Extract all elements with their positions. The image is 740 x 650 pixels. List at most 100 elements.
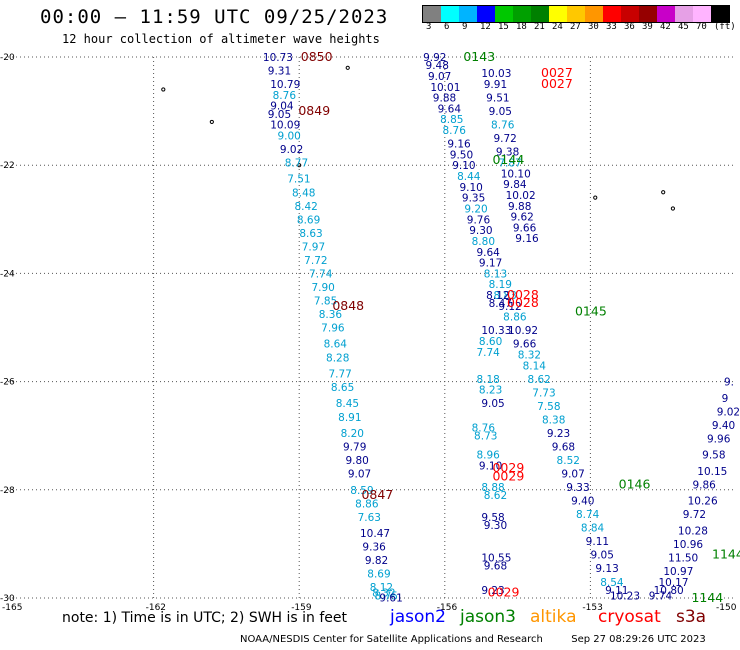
colorbar-label: 15 [498,22,509,32]
wave-height-label: 9.16 [515,233,539,245]
wave-height-label: 8.47 [489,298,512,310]
wave-height-label: 9.64 [476,247,500,259]
wave-height-label: 9.80 [345,455,368,467]
wave-height-label: 9.72 [493,133,516,145]
y-tick-label: -28 [0,486,15,496]
wave-height-label: 9.79 [343,442,366,454]
wave-height-label: 9.38 [496,147,519,159]
colorbar-swatch [423,6,441,22]
wave-height-label: 8.88 [481,482,504,494]
wave-height-label: 10.55 [481,552,511,564]
wave-height-label: 10.10 [501,168,531,180]
wave-height-label: 9.48 [426,60,449,72]
wave-height-label: 10.28 [678,525,708,537]
colorbar-swatch [621,6,639,22]
wave-height-label: 9.10 [479,460,502,472]
x-tick-label: -156 [437,603,458,613]
wave-height-label: 9.61 [379,592,402,604]
wave-height-label: 8.12 [370,582,393,594]
colorbar-swatch [495,6,513,22]
wave-height-label: 10.33 [481,325,511,337]
colorbar-label: 30 [588,22,599,32]
wave-height-label: 7.58 [537,401,560,413]
y-tick-label: -24 [0,269,15,279]
wave-height-label: 7.97 [302,241,325,253]
wave-height-label: 9.10 [459,182,482,194]
pass-time-label: 0027 [541,76,573,91]
wave-height-label: 9.20 [464,203,487,215]
wave-height-label: 9.51 [486,93,509,105]
pass-time-label: 0850 [301,49,333,64]
wave-height-label: 9.88 [433,93,456,105]
wave-height-label: 9.23 [547,428,570,440]
wave-height-label: 8.83 [493,290,516,302]
wave-height-label: 10.03 [481,68,511,80]
wave-height-label: 9.11 [605,585,628,597]
wave-height-label: 8.48 [292,187,315,199]
colorbar-label: 24 [552,22,563,32]
colorbar-label: 70 [696,22,707,32]
wave-height-label: 9.68 [552,442,575,454]
wave-height-label: 8.14 [523,360,547,372]
x-tick-label: -150 [716,603,737,613]
wave-height-label: 7.90 [311,282,334,294]
colorbar-label: 27 [570,22,581,32]
colorbar-label: 36 [624,22,635,32]
wave-height-label: 9.82 [365,555,388,567]
x-tick-label: -165 [2,603,22,613]
wave-height-label: 9.10 [452,160,475,172]
wave-height-label: 8.45 [336,398,359,410]
wave-height-label: 10.79 [270,79,300,91]
wave-height-label: 7.74 [309,268,333,280]
legend-note: note: 1) Time is in UTC; 2) SWH is in fe… [62,610,348,626]
colorbar-swatch [477,6,495,22]
colorbar-swatch [513,6,531,22]
island-marker [297,163,302,168]
wave-height-label: 7.63 [358,512,381,524]
pass-time-label: 0027 [541,65,573,80]
colorbar-label: 33 [606,22,617,32]
wave-height-label: 9.58 [481,512,504,524]
wave-height-label: 9.72 [683,509,706,521]
wave-height-label: 9.04 [270,101,294,113]
pass-time-label: 0029 [488,585,520,600]
pass-time-label: 0029 [492,460,524,475]
wave-height-label: 9.86 [692,479,716,491]
wave-height-label: 10.09 [270,120,300,132]
wave-height-label: 8.76 [472,423,496,435]
colorbar-label: 9 [462,22,468,32]
wave-height-label: 9.31 [268,66,291,78]
wave-height-label: 8.76 [443,125,467,137]
wave-height-label: 9.50 [450,149,473,161]
pass-time-label: 0144 [492,152,524,167]
wave-height-label: 7.87 [498,157,521,169]
wave-height-label: 8.76 [273,90,297,102]
wave-height-label: 8.69 [367,569,390,581]
colorbar-label: 6 [444,22,450,32]
wave-height-label: 9.58 [702,450,725,462]
wave-height-label: 9.76 [467,214,491,226]
colorbar-label: 12 [480,22,491,32]
wave-height-label: 8.23 [479,385,502,397]
pass-time-label: 0029 [492,468,524,483]
wave-height-label: 9.05 [268,109,291,121]
wave-height-label: 8.52 [557,455,580,467]
colorbar-swatch [549,6,567,22]
wave-height-label: 8.63 [299,228,322,240]
y-tick-label: -26 [0,378,15,388]
y-tick-label: -22 [0,161,15,171]
colorbar-label: 18 [516,22,527,32]
wave-height-label: 10.92 [508,325,538,337]
pass-time-label: 1144 [712,547,740,562]
wave-height-label: 8.44 [457,171,481,183]
wave-height-label: 10.15 [697,466,727,478]
colorbar-swatch [693,6,711,22]
colorbar-swatch [585,6,603,22]
wave-height-label: 9.17 [479,258,502,270]
wave-height-label: 9.40 [571,496,594,508]
pass-time-label: 0028 [507,295,539,310]
colorbar-swatch [711,6,729,22]
wave-height-label: 8.69 [297,214,320,226]
wave-height-label: 9.07 [561,469,584,481]
